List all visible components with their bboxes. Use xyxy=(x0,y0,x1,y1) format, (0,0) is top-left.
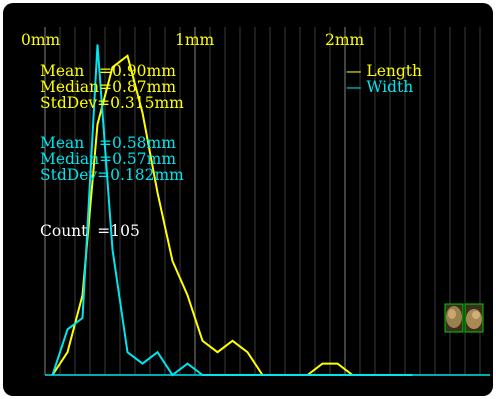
particle-thumbnail-1[interactable] xyxy=(444,303,464,333)
width-median-stat: Median=0.57mm xyxy=(40,150,176,168)
width-mean-stat: Mean =0.58mm xyxy=(40,134,176,152)
length-mean-stat: Mean =0.90mm xyxy=(40,62,176,80)
grid-lines xyxy=(44,27,481,375)
particle-thumbnail-2[interactable] xyxy=(464,303,484,333)
x-tick-label-2mm: 2mm xyxy=(325,31,365,49)
histogram-window: 0mm 1mm 2mm — Length — Width Mean =0.90m… xyxy=(3,3,493,396)
legend-length: — Length xyxy=(346,62,422,80)
count-stat: Count =105 xyxy=(40,222,140,240)
length-stddev-stat: StdDev=0.315mm xyxy=(40,94,184,112)
width-series-line xyxy=(51,44,413,377)
length-median-stat: Median=0.87mm xyxy=(40,78,176,96)
legend-width: — Width xyxy=(346,78,413,96)
series-lines xyxy=(45,44,490,377)
width-stddev-stat: StdDev=0.182mm xyxy=(40,166,184,184)
histogram-plot: 0mm 1mm 2mm — Length — Width Mean =0.90m… xyxy=(21,27,490,377)
x-tick-label-1mm: 1mm xyxy=(175,31,215,49)
x-tick-label-0mm: 0mm xyxy=(21,31,61,49)
